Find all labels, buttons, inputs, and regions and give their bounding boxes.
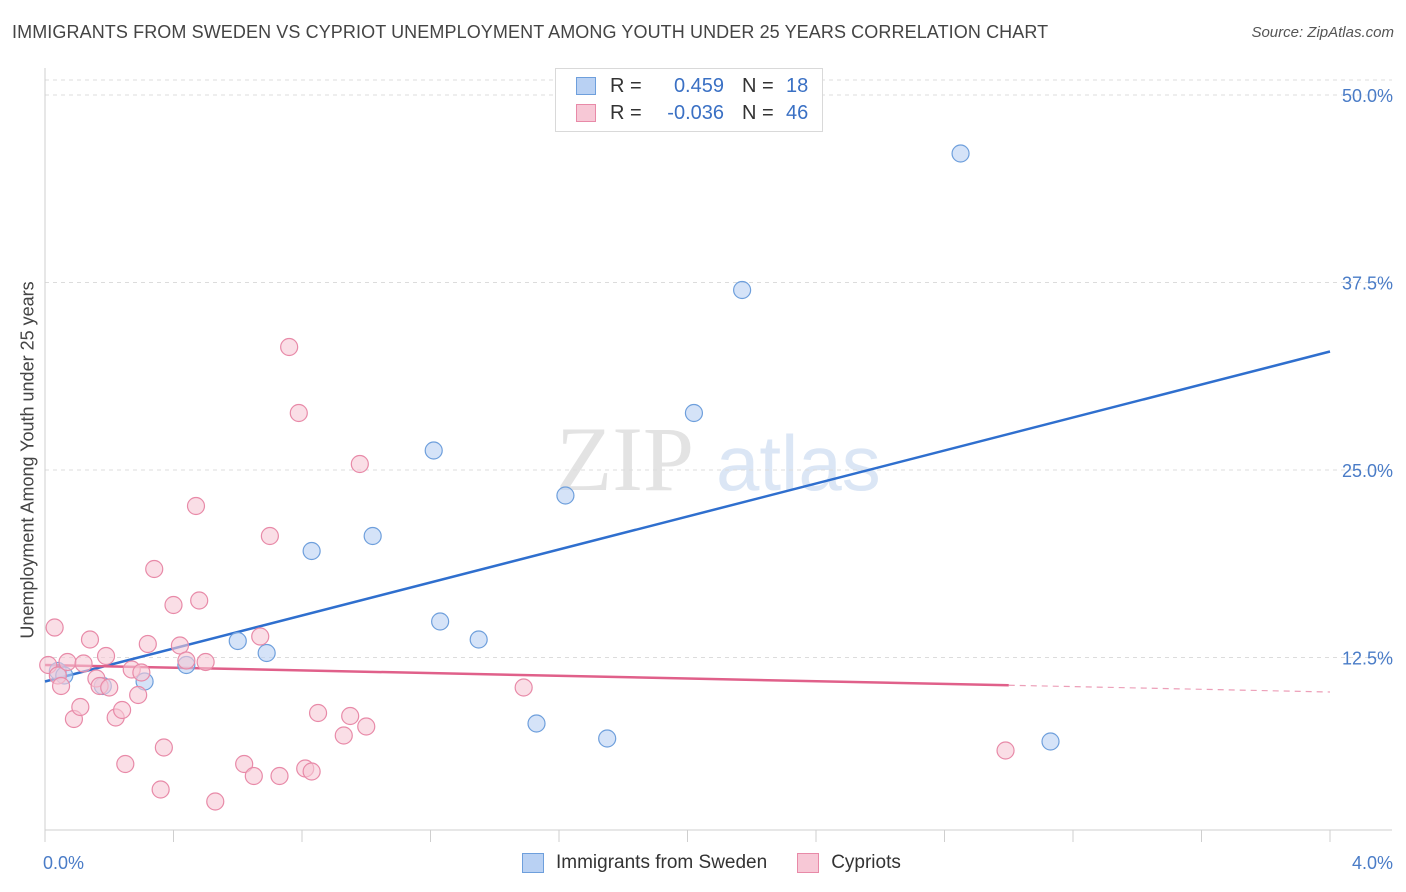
- legend-label-sweden: Immigrants from Sweden: [556, 852, 768, 873]
- correlation-legend: R = 0.459 N = 18 R = -0.036 N = 46: [555, 68, 823, 132]
- point-cypriots: [289, 403, 308, 423]
- point-sweden: [556, 486, 575, 505]
- point-cypriots: [996, 741, 1015, 760]
- legend-r-value-sweden: 0.459: [673, 74, 724, 97]
- point-sweden: [684, 403, 704, 423]
- point-cypriots: [58, 652, 77, 672]
- point-cypriots: [251, 627, 270, 646]
- point-cypriots: [80, 630, 100, 649]
- axes: [44, 68, 1392, 842]
- point-cypriots: [100, 678, 119, 697]
- legend-n-label: N =: [742, 74, 774, 97]
- point-cypriots: [357, 717, 376, 736]
- point-sweden: [1041, 732, 1060, 751]
- point-sweden: [431, 612, 450, 631]
- y-tick-label: 50.0%: [1342, 86, 1393, 106]
- series-legend: Immigrants from Sweden Cypriots: [522, 852, 931, 874]
- chart-title: IMMIGRANTS FROM SWEDEN VS CYPRIOT UNEMPL…: [12, 22, 1049, 42]
- point-cypriots: [138, 634, 157, 654]
- point-cypriots: [177, 651, 196, 670]
- point-cypriots: [196, 652, 215, 672]
- legend-swatch-cypriots: [797, 853, 820, 873]
- point-cypriots: [341, 706, 360, 726]
- point-cypriots: [112, 700, 132, 720]
- point-cypriots: [116, 754, 135, 774]
- gridlines: [45, 79, 1392, 658]
- legend-row-cypriots: R = -0.036 N = 46: [576, 101, 808, 125]
- point-cypriots: [145, 559, 164, 579]
- point-sweden: [424, 441, 443, 460]
- point-cypriots: [244, 766, 263, 786]
- point-sweden: [527, 714, 546, 733]
- point-cypriots: [170, 636, 190, 655]
- point-cypriots: [514, 678, 533, 697]
- point-sweden: [733, 280, 752, 300]
- point-sweden: [257, 643, 276, 663]
- legend-swatch-sweden: [576, 77, 596, 95]
- point-sweden: [598, 729, 617, 748]
- point-sweden: [228, 631, 247, 651]
- point-cypriots: [206, 792, 225, 811]
- legend-n-label: N =: [742, 101, 774, 124]
- point-cypriots: [129, 685, 148, 705]
- legend-n-value-sweden: 18: [786, 74, 809, 97]
- point-cypriots: [74, 654, 93, 673]
- legend-r-value-cypriots: -0.036: [667, 101, 724, 124]
- x-tick-label: 4.0%: [1352, 853, 1393, 873]
- y-axis-label: Unemployment Among Youth under 25 years: [17, 281, 38, 639]
- watermark-zip: ZIP: [556, 408, 694, 510]
- point-cypriots: [51, 676, 71, 696]
- tick-labels: 12.5% 25.0% 37.5% 50.0% 0.0% 4.0%: [43, 86, 1393, 873]
- point-cypriots: [190, 591, 209, 610]
- legend-item-cypriots: Cypriots: [797, 852, 901, 874]
- legend-r-label: R =: [610, 74, 642, 97]
- legend-swatch-sweden: [522, 853, 544, 873]
- y-tick-label: 12.5%: [1342, 649, 1393, 669]
- point-sweden: [951, 144, 970, 163]
- data-points: [39, 144, 1060, 811]
- point-cypriots: [132, 663, 151, 682]
- point-cypriots: [350, 454, 369, 474]
- legend-item-sweden: Immigrants from Sweden: [522, 852, 767, 874]
- point-cypriots: [154, 738, 173, 757]
- point-cypriots: [334, 726, 353, 745]
- point-sweden: [302, 541, 321, 561]
- point-cypriots: [302, 762, 321, 781]
- point-cypriots: [280, 337, 299, 357]
- point-cypriots: [45, 618, 64, 637]
- source-label: Source: ZipAtlas.com: [1251, 24, 1394, 41]
- legend-label-cypriots: Cypriots: [831, 852, 901, 873]
- point-cypriots: [235, 754, 254, 774]
- y-tick-label: 25.0%: [1342, 461, 1393, 481]
- point-cypriots: [151, 780, 170, 799]
- x-tick-label: 0.0%: [43, 853, 84, 873]
- point-cypriots: [260, 526, 279, 546]
- legend-swatch-cypriots: [576, 104, 596, 122]
- point-cypriots: [164, 595, 183, 615]
- point-cypriots: [186, 496, 206, 516]
- y-tick-label: 37.5%: [1342, 274, 1393, 294]
- trend-line-extension-cypriots: [1008, 684, 1331, 693]
- point-cypriots: [96, 646, 116, 666]
- point-sweden: [363, 526, 382, 546]
- point-cypriots: [308, 703, 328, 723]
- legend-n-value-cypriots: 46: [786, 101, 809, 124]
- legend-row-sweden: R = 0.459 N = 18: [576, 74, 808, 98]
- trend-line-sweden: [44, 350, 1331, 683]
- point-cypriots: [270, 766, 289, 786]
- point-sweden: [469, 630, 488, 649]
- legend-r-label: R =: [610, 101, 642, 124]
- point-cypriots: [71, 697, 90, 717]
- watermark-atlas: atlas: [716, 419, 881, 507]
